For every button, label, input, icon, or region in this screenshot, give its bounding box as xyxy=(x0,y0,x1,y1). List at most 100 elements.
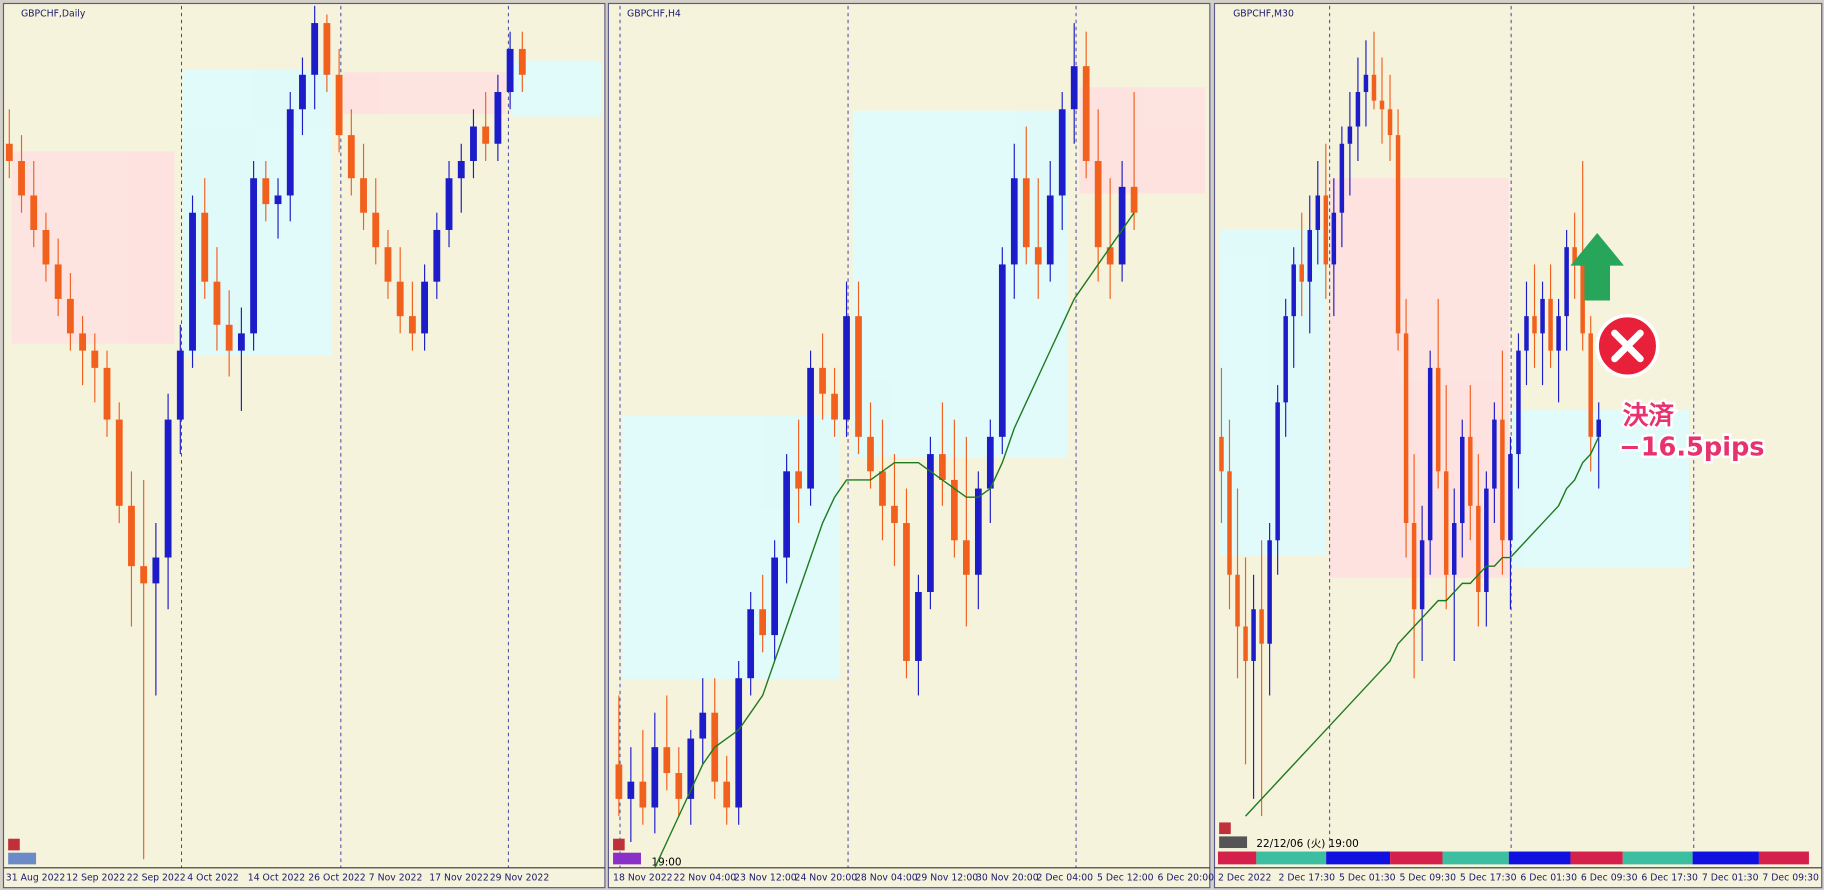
x-tick-label: 30 Nov 20:00 xyxy=(976,873,1039,884)
candle-body xyxy=(759,609,767,636)
annotation: 決済 −16.5pips xyxy=(1570,232,1767,465)
panel-title: GBPCHF,M30 xyxy=(1233,8,1294,19)
x-tick-label: 6 Dec 09:30 xyxy=(1581,873,1638,884)
candle-body xyxy=(843,316,850,420)
x-tick-label: 6 Dec 20:00 xyxy=(1157,873,1214,884)
candle-body xyxy=(457,160,465,179)
candle-body xyxy=(927,454,934,593)
candles xyxy=(1219,31,1601,817)
button[interactable] xyxy=(8,852,37,865)
candle-body xyxy=(115,419,123,506)
x-tick-label: 2 Dec 04:00 xyxy=(1037,873,1094,884)
candle-body xyxy=(1339,143,1345,213)
panel-title: GBPCHF,H4 xyxy=(627,8,681,19)
button[interactable] xyxy=(8,838,20,851)
bar-seg xyxy=(1622,851,1693,865)
candle-body xyxy=(1307,229,1313,282)
candle-body xyxy=(470,126,477,161)
candle-body xyxy=(663,747,671,774)
candle-body xyxy=(615,764,623,799)
button[interactable] xyxy=(1219,822,1231,835)
zone xyxy=(622,415,840,680)
candle-body xyxy=(1267,540,1272,644)
candle-body xyxy=(1443,471,1449,575)
zone xyxy=(852,110,1068,458)
candle-body xyxy=(915,592,922,661)
candle-body xyxy=(1259,609,1264,644)
candle-body xyxy=(311,23,319,75)
candle-body xyxy=(962,540,970,575)
candle-body xyxy=(1355,92,1361,127)
candle-body xyxy=(1419,540,1425,610)
x-tick-label: 6 Dec 01:30 xyxy=(1520,873,1577,884)
candle-body xyxy=(1227,471,1232,575)
candle-body xyxy=(879,471,886,506)
candle-body xyxy=(360,178,367,213)
candle-body xyxy=(1564,247,1569,317)
candle-body xyxy=(1411,523,1417,610)
candle-body xyxy=(1580,264,1585,334)
candle-body xyxy=(1460,436,1465,524)
x-tick-label: 24 Nov 20:00 xyxy=(795,873,858,884)
candle-body xyxy=(1572,247,1577,265)
candle-body xyxy=(675,773,683,799)
candle-body xyxy=(1082,66,1090,161)
candle-body xyxy=(1291,264,1296,317)
candle-body xyxy=(1387,109,1393,136)
candle-body xyxy=(986,436,994,489)
candle-body xyxy=(795,471,802,489)
candle-body xyxy=(103,367,111,420)
buttons xyxy=(8,822,1248,865)
zone xyxy=(11,151,175,344)
bar-seg xyxy=(1390,851,1443,865)
candle-body xyxy=(1331,212,1337,265)
candle-body xyxy=(867,436,874,472)
candle-body xyxy=(1299,264,1304,282)
moving-average xyxy=(1245,436,1600,817)
button[interactable] xyxy=(613,838,625,851)
candle-body xyxy=(42,229,50,265)
x-tick-label: 2 Dec 2022 xyxy=(1218,873,1271,884)
candle-body xyxy=(891,505,898,524)
candle-body xyxy=(819,367,826,394)
zone xyxy=(343,72,507,115)
candle-body xyxy=(335,74,343,136)
candle-body xyxy=(1219,436,1224,472)
candle-body xyxy=(1034,247,1042,265)
x-tick-label: 31 Aug 2022 xyxy=(6,873,66,884)
candle-body xyxy=(91,350,99,368)
x-tick-label: 29 Nov 12:00 xyxy=(916,873,979,884)
candle-body xyxy=(213,281,221,325)
candle-body xyxy=(164,419,172,558)
candle-body xyxy=(433,229,441,282)
candle-body xyxy=(1395,135,1401,334)
button[interactable] xyxy=(613,852,641,865)
x-tick-label: 7 Dec 09:30 xyxy=(1762,873,1819,884)
session-bar xyxy=(1217,851,1809,865)
candle-body xyxy=(1275,402,1280,541)
x-tick-label: 23 Nov 12:00 xyxy=(734,873,797,884)
x-tick-label: 7 Dec 01:30 xyxy=(1702,873,1759,884)
candle-body xyxy=(262,178,270,205)
candle-body xyxy=(723,781,731,808)
candle-body xyxy=(421,281,429,334)
candle-body xyxy=(1070,66,1078,110)
candle-body xyxy=(1235,574,1240,627)
bar-seg xyxy=(1217,851,1257,865)
candle-body xyxy=(128,505,135,567)
annotation-action: 決済 xyxy=(1623,400,1675,431)
candle-body xyxy=(1243,626,1248,661)
button[interactable] xyxy=(1219,836,1248,849)
candle-body xyxy=(747,609,755,679)
candle-body xyxy=(1379,100,1385,110)
candle-body xyxy=(651,747,659,808)
candle-body xyxy=(518,48,526,75)
candle-body xyxy=(1476,505,1481,593)
x-tick-label: 29 Nov 2022 xyxy=(490,873,550,884)
candle-body xyxy=(1046,195,1054,265)
candle-body xyxy=(951,479,958,541)
candle-body xyxy=(225,324,233,351)
x-tick-label: 22 Nov 04:00 xyxy=(674,873,737,884)
